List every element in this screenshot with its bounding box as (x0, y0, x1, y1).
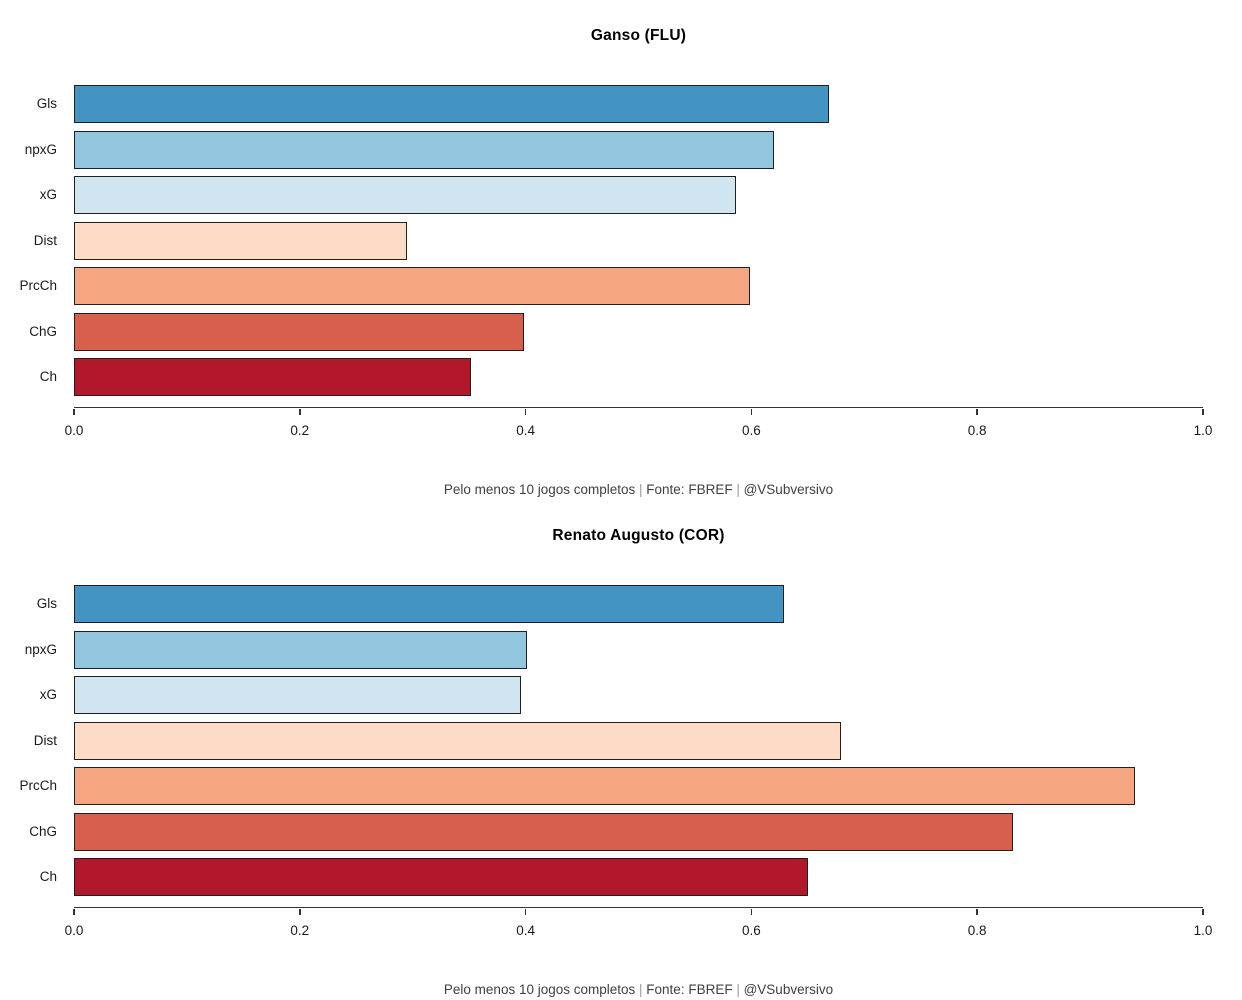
x-axis-tick-label: 1.0 (1193, 423, 1213, 438)
bar-chg (74, 812, 1014, 851)
caption-part: Fonte: FBREF (646, 482, 733, 497)
x-axis-tick (73, 908, 75, 915)
x-axis-tick-label: 0.2 (290, 923, 310, 938)
bar-dist (74, 221, 408, 260)
bar-npxg (74, 630, 527, 669)
x-axis-tick-label: 0.6 (742, 423, 761, 438)
plot-area: Gls npxG xG Dist PrcCh ChG Ch 0.0 0.2 0.4 0.6 0.8 1.… (19, 85, 1213, 438)
bar-ch (74, 358, 472, 396)
x-axis-tick (1202, 908, 1204, 915)
category-label-xg: xG (39, 187, 57, 202)
x-axis-tick (1202, 408, 1204, 415)
chart-renato-augusto: Renato Augusto (COR) Gls npxG xG Dist PrcCh C… (0, 500, 1242, 1000)
x-axis-tick (976, 908, 978, 915)
bar-npxg (74, 130, 774, 169)
x-axis-tick-label: 0.6 (742, 923, 761, 938)
category-label-ch: Ch (39, 369, 57, 384)
x-axis-tick-label: 0.2 (290, 423, 310, 438)
x-axis-tick-label: 0.4 (516, 423, 535, 438)
plot-area: Gls npxG xG Dist PrcCh ChG Ch 0.0 0.2 0.4 0.6 0.8 1.… (0, 500, 1242, 1000)
category-label-xg: xG (39, 687, 57, 702)
category-label-ch: Ch (39, 869, 57, 884)
category-label-dist: Dist (33, 732, 57, 748)
caption-separator: | (732, 482, 744, 497)
category-label-npxg: npxG (24, 141, 57, 157)
x-axis-tick-label: 0.8 (967, 423, 987, 438)
bar-chg (74, 312, 525, 351)
x-axis-tick (524, 908, 527, 915)
category-label-gls: Gls (36, 96, 57, 111)
bar-gls (74, 85, 830, 123)
x-axis-tick (73, 408, 75, 415)
bar-gls (74, 585, 785, 623)
caption-separator: | (635, 982, 647, 997)
caption-part: Pelo menos 10 jogos completos (443, 982, 636, 997)
chart-title: Ganso (FLU) (590, 27, 687, 44)
x-axis-tick (524, 408, 527, 415)
chart-ganso: Ganso (FLU) Gls npxG xG Dist PrcCh ChG Ch 0.0 0.… (19, 27, 1213, 497)
caption: Pelo menos 10 jogos completos | Fonte: F… (74, 982, 1203, 997)
category-label-prcch: PrcCh (19, 278, 57, 293)
x-axis-line (74, 407, 1203, 408)
category-label-dist: Dist (33, 232, 57, 248)
caption-part: Fonte: FBREF (646, 982, 733, 997)
category-label-npxg: npxG (24, 641, 57, 657)
category-label-chg: ChG (29, 323, 57, 339)
x-axis-tick (750, 408, 753, 415)
caption-separator: | (732, 982, 744, 997)
caption-part: @VSubversivo (743, 982, 834, 997)
x-axis-tick-label: 0.8 (967, 923, 987, 938)
x-axis-tick-label: 0.4 (516, 923, 535, 938)
chart-title: Renato Augusto (COR) (552, 527, 725, 544)
category-label-chg: ChG (29, 823, 57, 839)
x-axis-tick (750, 908, 753, 915)
x-axis-tick-label: 0.0 (64, 423, 84, 438)
bar-ch (74, 858, 808, 896)
caption: Pelo menos 10 jogos completos | Fonte: F… (74, 482, 1203, 497)
x-axis-tick (299, 408, 301, 415)
bar-prcch (74, 767, 1136, 805)
bar-xg (74, 176, 736, 214)
x-axis-line (74, 907, 1203, 908)
category-label-gls: Gls (36, 596, 57, 611)
x-axis-tick-label: 1.0 (1193, 923, 1213, 938)
caption-part: Pelo menos 10 jogos completos (443, 482, 636, 497)
bar-prcch (74, 267, 751, 305)
category-label-prcch: PrcCh (19, 778, 57, 793)
bar-xg (74, 676, 522, 714)
bar-dist (74, 721, 841, 760)
x-axis-tick-label: 0.0 (64, 923, 84, 938)
x-axis-tick (299, 908, 301, 915)
caption-part: @VSubversivo (743, 482, 834, 497)
x-axis-tick (976, 408, 978, 415)
caption-separator: | (635, 482, 647, 497)
